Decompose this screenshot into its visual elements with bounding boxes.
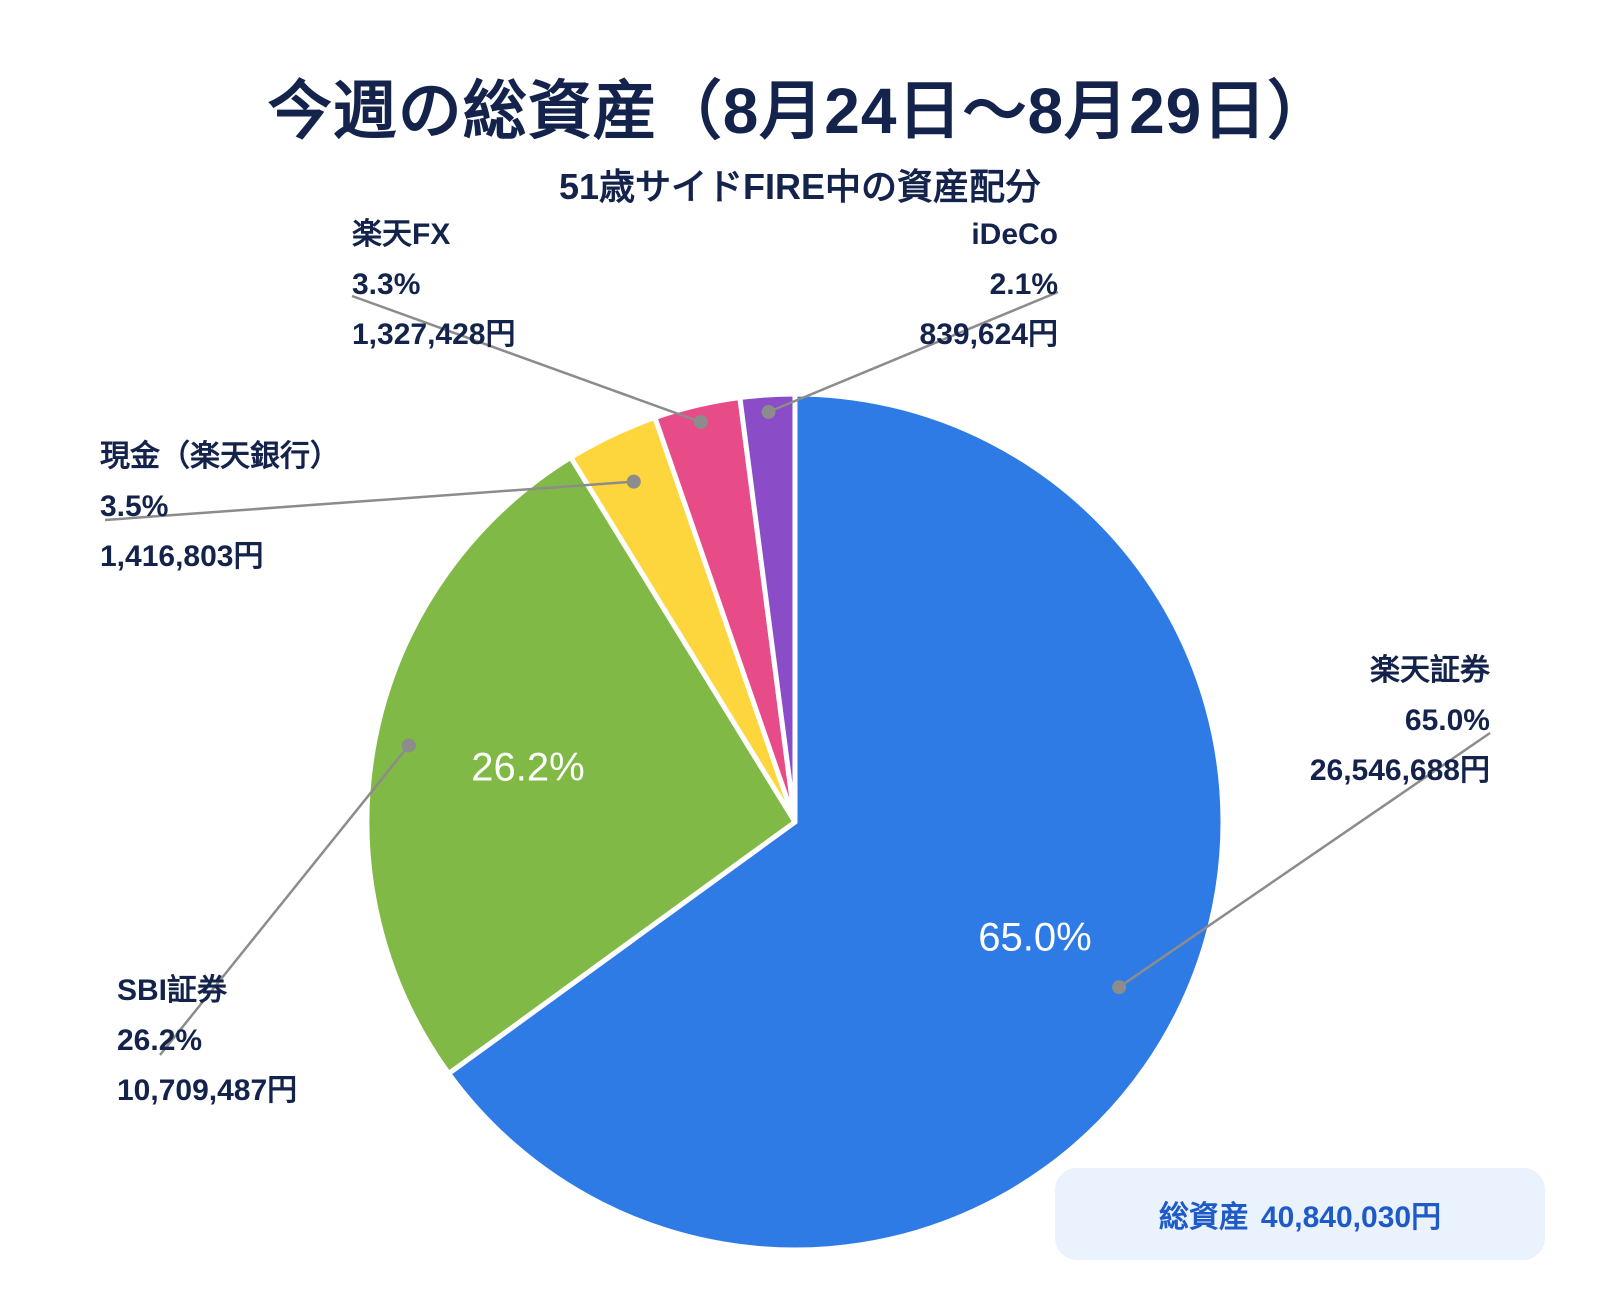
slice-labels: 楽天証券 65.0% 26,546,688円 65.0% SBI証券 26.2% 10,70…	[100, 218, 1491, 1107]
slice-label-percent: 2.1%	[990, 268, 1058, 301]
leader-dot	[626, 474, 641, 489]
pie-slice	[364, 454, 798, 1077]
slice-label-percent: 26.2%	[117, 1024, 202, 1057]
slice-label-amount: 1,327,428円	[352, 318, 515, 351]
leader-dot	[401, 738, 416, 753]
pie-slice	[446, 391, 1226, 1253]
pie-slice	[737, 391, 798, 825]
leader-line	[768, 290, 1059, 414]
total-assets-label: 総資産	[1158, 1201, 1249, 1234]
slice-inner-percent: 65.0%	[978, 916, 1091, 960]
slice-label-amount: 839,624円	[920, 318, 1058, 351]
pie-slices	[364, 391, 1226, 1253]
slice-label-name: iDeCo	[971, 218, 1058, 251]
slice-label-percent: 3.3%	[352, 268, 420, 301]
slice-label-amount: 1,416,803円	[100, 540, 263, 573]
slice-label-percent: 3.5%	[100, 490, 168, 523]
leader-line	[1118, 731, 1491, 989]
slice-label-percent: 65.0%	[1405, 704, 1490, 737]
slice-label-name: 楽天証券	[1370, 654, 1491, 687]
leader-dot	[761, 404, 776, 419]
leader-dot	[693, 415, 708, 430]
total-assets-value: 40,840,030円	[1260, 1201, 1442, 1234]
leader-dot	[1112, 980, 1127, 995]
slice-label-name: 現金（楽天銀行）	[100, 439, 340, 473]
leader-line	[104, 480, 634, 522]
leader-line	[159, 744, 410, 1056]
slice-label-name: 楽天FX	[352, 218, 450, 251]
total-assets-badge: 総資産 40,840,030円	[1055, 1168, 1545, 1260]
slice-label-amount: 10,709,487円	[117, 1074, 297, 1107]
slice-label-amount: 26,546,688円	[1310, 754, 1490, 787]
slice-inner-percent: 26.2%	[471, 746, 584, 790]
slice-label-name: SBI証券	[117, 974, 228, 1007]
chart-subtitle: 51歳サイドFIRE中の資産配分	[558, 166, 1042, 207]
chart-title: 今週の総資産（8月24日〜8月29日）	[267, 75, 1333, 147]
leader-line	[351, 294, 702, 424]
leader-lines	[104, 290, 1491, 1056]
